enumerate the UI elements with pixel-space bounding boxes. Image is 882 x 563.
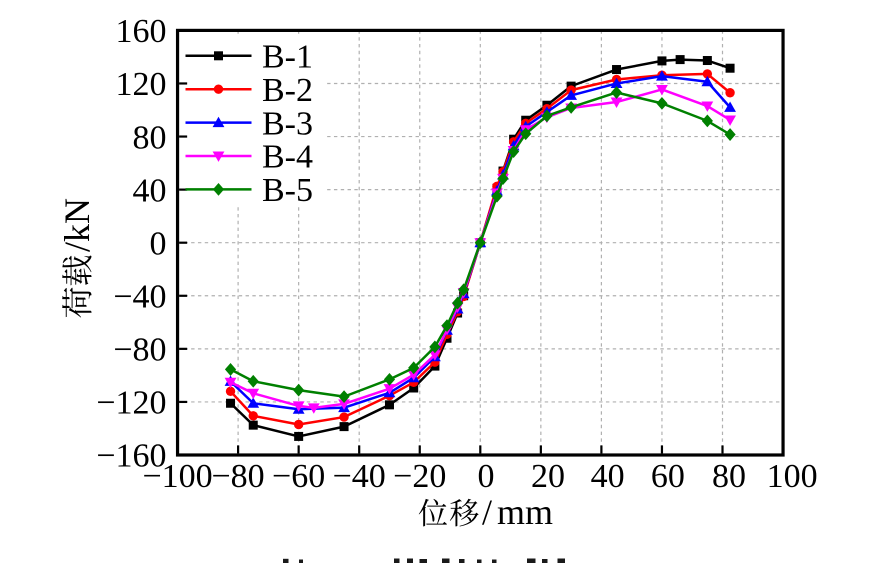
svg-text:−20: −20 <box>393 458 446 495</box>
svg-text:0: 0 <box>478 458 495 495</box>
svg-text:/kN: /kN <box>57 198 97 252</box>
svg-text:60: 60 <box>651 458 685 495</box>
svg-text:40: 40 <box>591 458 625 495</box>
svg-text:B-5: B-5 <box>262 172 313 209</box>
svg-text:120: 120 <box>116 66 167 103</box>
svg-text:−80: −80 <box>113 332 166 369</box>
svg-text:0: 0 <box>150 225 167 262</box>
svg-text:B-1: B-1 <box>262 39 313 76</box>
svg-text:80: 80 <box>133 119 167 156</box>
svg-text:mm: mm <box>497 492 553 532</box>
svg-text:/: / <box>482 492 492 532</box>
svg-text:−40: −40 <box>333 458 386 495</box>
svg-text:−40: −40 <box>113 278 166 315</box>
svg-text:−60: −60 <box>272 458 325 495</box>
svg-text:−100: −100 <box>142 458 212 495</box>
svg-text:B-3: B-3 <box>262 105 313 142</box>
svg-text:−80: −80 <box>212 458 265 495</box>
svg-text:B-2: B-2 <box>262 72 313 109</box>
svg-text:160: 160 <box>116 13 167 50</box>
svg-text:B-4: B-4 <box>262 139 313 176</box>
svg-text:20: 20 <box>531 458 565 495</box>
svg-text:100: 100 <box>767 458 818 495</box>
svg-text:40: 40 <box>133 172 167 209</box>
svg-text:80: 80 <box>712 458 746 495</box>
svg-text:−160: −160 <box>96 438 166 475</box>
svg-text:−120: −120 <box>96 385 166 422</box>
